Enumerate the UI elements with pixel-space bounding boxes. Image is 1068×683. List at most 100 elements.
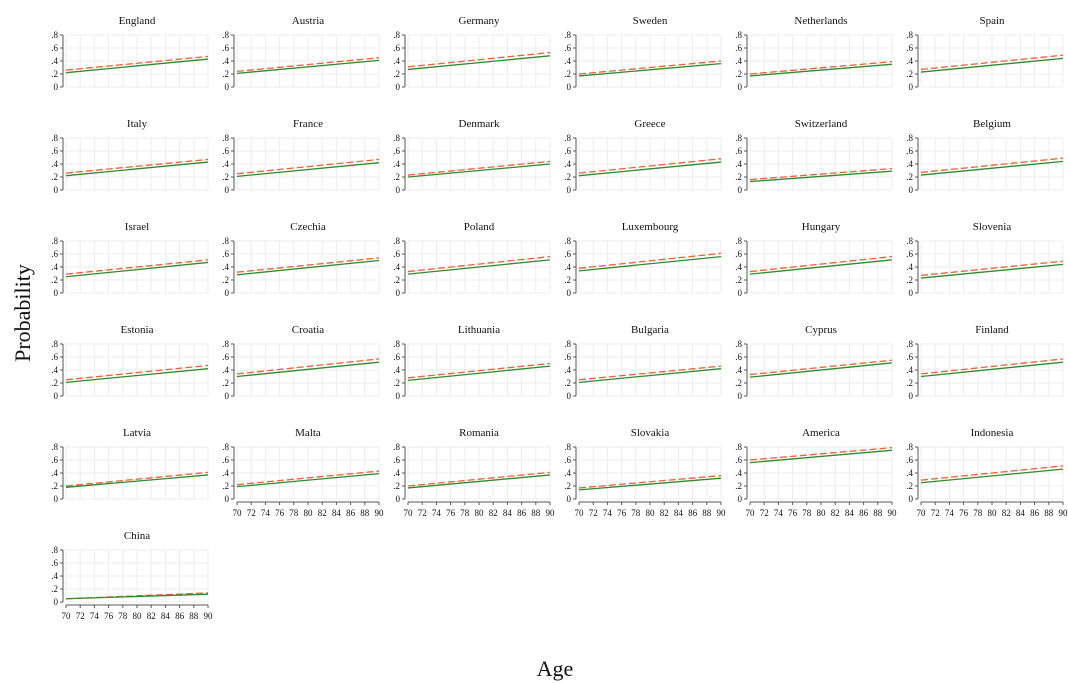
y-tick-label: .8 <box>393 236 400 246</box>
y-tick-label: .2 <box>51 172 58 182</box>
y-tick-label: .2 <box>735 378 742 388</box>
y-tick-label: .2 <box>393 378 400 388</box>
y-tick-label: .8 <box>564 442 571 452</box>
panel-title: France <box>293 118 323 130</box>
series-line-solid <box>65 58 209 74</box>
x-tick-label: 70 <box>575 508 585 518</box>
y-tick-label: .6 <box>393 43 400 53</box>
y-tick-label: 0 <box>396 494 401 504</box>
panel-title: Czechia <box>290 221 326 233</box>
y-tick-label: 0 <box>396 288 401 298</box>
series-line-dashed <box>920 260 1064 277</box>
y-tick-label: .2 <box>906 69 913 79</box>
y-tick-label: .2 <box>735 481 742 491</box>
y-tick-label: .6 <box>735 352 742 362</box>
y-tick-label: .8 <box>222 442 229 452</box>
series-line-solid <box>407 55 551 71</box>
panel: Poland 0 .2 .4 .6 .8 <box>393 221 551 298</box>
panel: Czechia 0 .2 .4 .6 .8 <box>222 221 380 298</box>
series-line-solid <box>236 162 380 177</box>
series-line-solid <box>578 255 722 272</box>
panel-title: Luxembourg <box>622 221 679 233</box>
y-tick-label: .8 <box>393 30 400 40</box>
x-tick-label: 88 <box>702 508 712 518</box>
panel-title: Slovakia <box>631 427 670 439</box>
series-line-solid <box>920 160 1064 176</box>
x-tick-label: 78 <box>973 508 983 518</box>
series-line-solid <box>407 259 551 275</box>
x-tick-label: 80 <box>475 508 485 518</box>
y-tick-label: .4 <box>564 365 571 375</box>
y-tick-label: .6 <box>51 455 58 465</box>
y-tick-label: .2 <box>51 69 58 79</box>
y-tick-label: .6 <box>222 352 229 362</box>
y-tick-label: .2 <box>51 378 58 388</box>
y-tick-label: .8 <box>51 30 58 40</box>
y-tick-label: .2 <box>222 69 229 79</box>
series-line-solid <box>407 163 551 178</box>
series-line-dashed <box>407 362 551 379</box>
series-line-solid <box>578 62 722 77</box>
y-tick-label: .6 <box>735 43 742 53</box>
y-tick-label: .8 <box>222 133 229 143</box>
x-tick-label: 82 <box>318 508 327 518</box>
series-line-dashed <box>749 447 893 461</box>
y-tick-label: 0 <box>396 185 401 195</box>
x-tick-label: 86 <box>688 508 698 518</box>
x-tick-label: 78 <box>460 508 470 518</box>
y-tick-label: 0 <box>396 82 401 92</box>
panel: America 0 .2 .4 .6 .8 70 72 74 76 78 80 82 84 86 88 90 <box>735 427 897 518</box>
x-tick-label: 74 <box>603 508 613 518</box>
y-tick-label: 0 <box>225 288 230 298</box>
series-line-solid <box>749 362 893 378</box>
y-tick-label: .6 <box>906 146 913 156</box>
y-tick-label: .4 <box>393 56 400 66</box>
y-tick-label: .8 <box>906 442 913 452</box>
x-tick-label: 82 <box>831 508 840 518</box>
y-tick-label: .6 <box>564 43 571 53</box>
y-tick-label: .6 <box>393 249 400 259</box>
panel: Cyprus 0 .2 .4 .6 .8 <box>735 324 893 401</box>
panel: Austria 0 .2 .4 .6 .8 <box>222 15 380 92</box>
x-tick-label: 76 <box>617 508 627 518</box>
series-line-dashed <box>407 255 551 273</box>
y-tick-label: .4 <box>906 365 913 375</box>
y-tick-label: .8 <box>906 30 913 40</box>
y-tick-label: .2 <box>564 275 571 285</box>
series-line-dashed <box>407 160 551 176</box>
panel-title: Switzerland <box>795 118 848 130</box>
y-tick-label: .6 <box>51 352 58 362</box>
y-tick-label: .4 <box>906 159 913 169</box>
x-tick-label: 74 <box>261 508 271 518</box>
panel-title: Germany <box>459 15 500 27</box>
x-tick-label: 90 <box>888 508 898 518</box>
series-line-solid <box>236 59 380 74</box>
x-tick-label: 90 <box>546 508 556 518</box>
series-line-solid <box>65 368 209 383</box>
y-tick-label: .4 <box>906 56 913 66</box>
y-tick-label: .2 <box>735 69 742 79</box>
x-tick-label: 72 <box>418 508 427 518</box>
x-tick-label: 84 <box>503 508 513 518</box>
y-tick-label: .4 <box>735 468 742 478</box>
x-tick-label: 88 <box>873 508 883 518</box>
x-tick-label: 86 <box>859 508 869 518</box>
x-tick-label: 84 <box>332 508 342 518</box>
y-tick-label: .6 <box>393 455 400 465</box>
series-line-dashed <box>236 57 380 73</box>
series-line-solid <box>65 261 209 278</box>
y-tick-label: .6 <box>906 43 913 53</box>
y-tick-label: 0 <box>738 391 743 401</box>
panel: Bulgaria 0 .2 .4 .6 .8 <box>564 324 722 401</box>
panel: Italy 0 .2 .4 .6 .8 <box>51 118 209 195</box>
y-tick-label: .2 <box>564 378 571 388</box>
x-tick-label: 88 <box>189 611 199 621</box>
panel: Croatia 0 .2 .4 .6 .8 <box>222 324 380 401</box>
panel-title: Belgium <box>973 118 1011 130</box>
y-tick-label: .2 <box>393 275 400 285</box>
y-tick-label: .4 <box>393 468 400 478</box>
series-line-solid <box>407 474 551 489</box>
y-tick-label: .8 <box>735 236 742 246</box>
panel: Malta 0 .2 .4 .6 .8 70 72 74 76 78 80 82 84 86 88 90 <box>222 427 384 518</box>
